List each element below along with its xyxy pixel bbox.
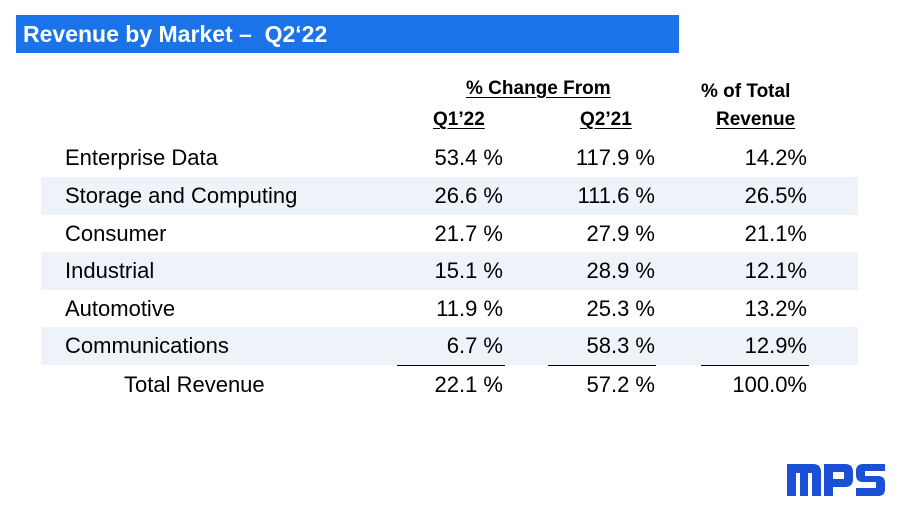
q2-change: 27.9 %	[586, 221, 656, 246]
table-row: Communications 6.7 % 58.3 % 12.9%	[41, 327, 858, 365]
header-revenue: Revenue	[716, 109, 796, 130]
table-row: Enterprise Data 53.4 % 117.9 % 14.2%	[41, 139, 858, 177]
q1-change: 53.4 %	[434, 145, 504, 170]
total-rule-q2	[548, 365, 656, 366]
pct-total: 26.5%	[744, 183, 807, 208]
q2-change: 28.9 %	[586, 258, 656, 283]
q2-change: 111.6 %	[577, 183, 655, 208]
q1-change: 11.9 %	[436, 296, 503, 321]
pct-total: 14.2%	[744, 145, 807, 170]
q1-change: 6.7 %	[446, 333, 503, 358]
total-rule-q1	[397, 365, 505, 366]
table-row: Industrial 15.1 % 28.9 % 12.1%	[41, 252, 858, 290]
pct-total: 12.1%	[744, 258, 807, 283]
pct-total: 12.9%	[744, 333, 807, 358]
market-name: Enterprise Data	[65, 145, 218, 170]
header-pct-total: % of Total	[701, 81, 791, 102]
market-name: Communications	[65, 333, 229, 358]
table-row: Storage and Computing 26.6 % 111.6 % 26.…	[41, 177, 858, 215]
q1-change: 26.6 %	[434, 183, 504, 208]
table-row: Automotive 11.9 % 25.3 % 13.2%	[41, 290, 858, 328]
market-name: Consumer	[65, 221, 167, 246]
header-change-from: % Change From	[466, 78, 611, 99]
market-name: Industrial	[65, 258, 155, 283]
q1-change: 21.7 %	[434, 221, 504, 246]
q2-change: 117.9 %	[575, 145, 655, 170]
total-row: Total Revenue 22.1 % 57.2 % 100.0%	[41, 366, 858, 404]
market-name: Automotive	[65, 296, 176, 321]
market-name: Storage and Computing	[65, 183, 298, 208]
q2-change: 58.3 %	[586, 333, 656, 358]
pct-total: 21.1%	[744, 221, 807, 246]
table-row: Consumer 21.7 % 27.9 % 21.1%	[41, 215, 858, 253]
q1-change: 15.1 %	[434, 258, 504, 283]
total-q1-change: 22.1 %	[434, 372, 504, 397]
q2-change: 25.3 %	[586, 296, 656, 321]
slide-title: Revenue by Market – Q2‘22	[16, 15, 679, 53]
header-q2-21: Q2’21	[580, 109, 632, 130]
mps-logo	[787, 464, 885, 496]
total-q2-change: 57.2 %	[586, 372, 656, 397]
pct-total: 13.2%	[744, 296, 807, 321]
total-pct: 100.0%	[732, 372, 807, 397]
header-q1-22: Q1’22	[433, 109, 485, 130]
total-rule-total	[701, 365, 809, 366]
total-label: Total Revenue	[124, 372, 265, 397]
